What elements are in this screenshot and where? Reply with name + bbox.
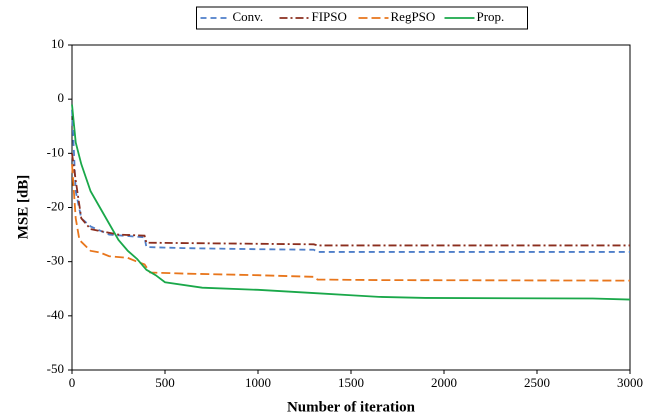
y-axis-title: MSE [dB] — [15, 175, 31, 240]
x-tick-label: 3000 — [617, 375, 643, 390]
y-tick-label: -40 — [47, 307, 64, 322]
x-tick-label: 1000 — [245, 375, 271, 390]
x-tick-label: 1500 — [338, 375, 364, 390]
x-tick-label: 500 — [155, 375, 175, 390]
x-tick-label: 2500 — [524, 375, 550, 390]
x-tick-label: 0 — [69, 375, 76, 390]
y-tick-label: 10 — [51, 36, 64, 51]
x-tick-label: 2000 — [431, 375, 457, 390]
x-axis-title: Number of iteration — [287, 399, 416, 415]
legend-label: Conv. — [233, 9, 264, 24]
series-line — [71, 104, 631, 301]
legend-label: RegPSO — [391, 9, 436, 24]
y-tick-label: -10 — [47, 144, 64, 159]
y-tick-label: -30 — [47, 253, 64, 268]
y-tick-label: -20 — [47, 198, 64, 213]
series-line — [71, 153, 630, 247]
y-tick-label: 0 — [58, 90, 65, 105]
plot-frame — [71, 44, 631, 371]
y-tick-label: -50 — [47, 361, 64, 376]
legend-label: Prop. — [477, 9, 505, 24]
legend-label: FIPSO — [312, 9, 347, 24]
series-line — [71, 109, 630, 253]
series-line — [71, 164, 631, 282]
